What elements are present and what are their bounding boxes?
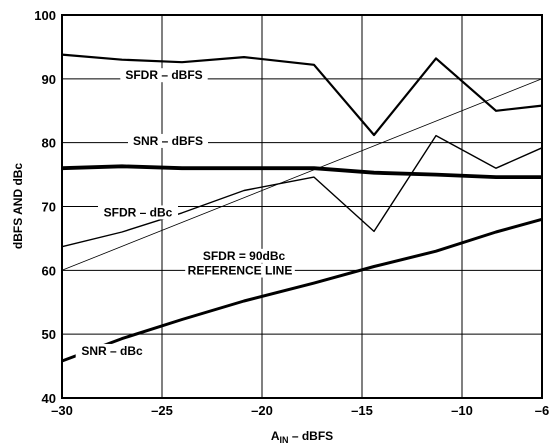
x-axis-label: AIN – dBFS bbox=[271, 429, 333, 445]
annotation-background bbox=[120, 68, 208, 83]
tick-labels: –30 –25 –20 –15 –10 –6 40 50 60 70 80 90 100 bbox=[34, 8, 549, 418]
series-line-sfdr-dbc bbox=[61, 134, 543, 248]
y-tick-label: 90 bbox=[42, 72, 56, 87]
annotation-background bbox=[185, 263, 295, 278]
annotation-label: SNR – dBFS bbox=[133, 134, 203, 148]
y-tick-label: 40 bbox=[42, 391, 56, 406]
y-tick-label: 60 bbox=[42, 263, 56, 278]
annotation-background bbox=[196, 248, 292, 263]
x-tick-label: –15 bbox=[351, 403, 373, 418]
annotation-label: SFDR – dBc bbox=[104, 205, 173, 219]
annotation-label: REFERENCE LINE bbox=[188, 264, 293, 278]
annotations: SFDR – dBFS SNR – dBFS SFDR – dBc SFDR = 90… bbox=[75, 68, 295, 358]
x-tick-label: –10 bbox=[451, 403, 473, 418]
y-tick-label: 70 bbox=[42, 200, 56, 215]
x-tick-label: –25 bbox=[151, 403, 173, 418]
annotation-label: SFDR – dBFS bbox=[125, 68, 202, 82]
annotation-background bbox=[128, 133, 208, 148]
x-axis-label-main: A bbox=[271, 429, 280, 443]
series-line-snr-dbfs bbox=[61, 164, 542, 180]
x-tick-label: –30 bbox=[51, 403, 73, 418]
y-tick-label: 80 bbox=[42, 136, 56, 151]
series-line-sfdr-dbfs bbox=[61, 53, 543, 137]
series-lines bbox=[61, 53, 543, 363]
plot-frame bbox=[61, 14, 543, 399]
y-tick-label: 50 bbox=[42, 327, 56, 342]
annotation-label: SFDR = 90dBc bbox=[203, 249, 286, 263]
annotation-label: SNR – dBc bbox=[81, 344, 143, 358]
y-tick-label: 100 bbox=[34, 8, 56, 23]
x-axis-label-subscript: IN bbox=[280, 435, 289, 445]
annotation-background bbox=[98, 205, 178, 220]
x-tick-label: –20 bbox=[251, 403, 273, 418]
series-line-sfdr-90dbc-reference-line bbox=[61, 78, 543, 271]
x-tick-label: –6 bbox=[535, 403, 549, 418]
annotation-background bbox=[75, 343, 149, 358]
x-axis-label-rest: – dBFS bbox=[289, 429, 334, 443]
y-axis-label: dBFS AND dBc bbox=[11, 163, 25, 250]
series-line-snr-dbc bbox=[61, 217, 543, 363]
